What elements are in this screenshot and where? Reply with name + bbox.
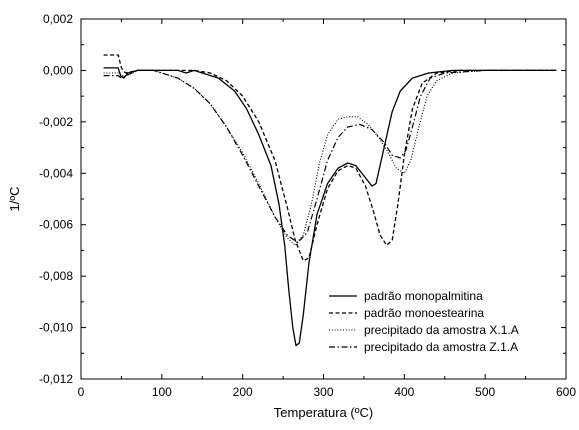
x-axis-title: Temperatura (ºC) (274, 405, 373, 420)
series-line-1 (103, 67, 557, 347)
y-tick-label: -0,002 (39, 115, 73, 129)
series-lines (103, 54, 557, 347)
legend-label-1: padrão monopalmitina (364, 289, 483, 303)
y-tick-label: -0,004 (39, 166, 73, 180)
x-tick-label: 600 (556, 385, 576, 399)
legend-label-2: padrão monoestearina (364, 306, 484, 320)
y-tick-label: 0,000 (43, 63, 73, 77)
y-axis-ticks: 0,002 0,000 -0,002 -0,004 -0,006 -0,008 -0,010… (39, 12, 566, 386)
series-line-2 (103, 54, 557, 262)
series-line-3 (103, 69, 557, 246)
y-tick-label: -0,012 (39, 372, 73, 386)
series-line-4 (103, 69, 557, 244)
x-tick-label: 300 (313, 385, 333, 399)
legend-label-3: precipitado da amostra X.1.A (364, 323, 519, 337)
y-tick-label: -0,006 (39, 218, 73, 232)
x-tick-label: 100 (152, 385, 172, 399)
y-tick-label: 0,002 (43, 12, 73, 26)
y-tick-label: -0,010 (39, 321, 73, 335)
legend: padrão monopalmitina padrão monoestearina… (329, 289, 519, 354)
x-tick-label: 0 (78, 385, 85, 399)
x-tick-label: 500 (475, 385, 495, 399)
y-axis-title: 1/ºC (7, 187, 22, 212)
legend-label-4: precipitado da amostra Z.1.A (364, 340, 518, 354)
x-tick-label: 400 (394, 385, 414, 399)
y-tick-label: -0,008 (39, 269, 73, 283)
x-axis-ticks: 0 100 200 300 400 500 600 (78, 19, 576, 399)
x-tick-label: 200 (233, 385, 253, 399)
